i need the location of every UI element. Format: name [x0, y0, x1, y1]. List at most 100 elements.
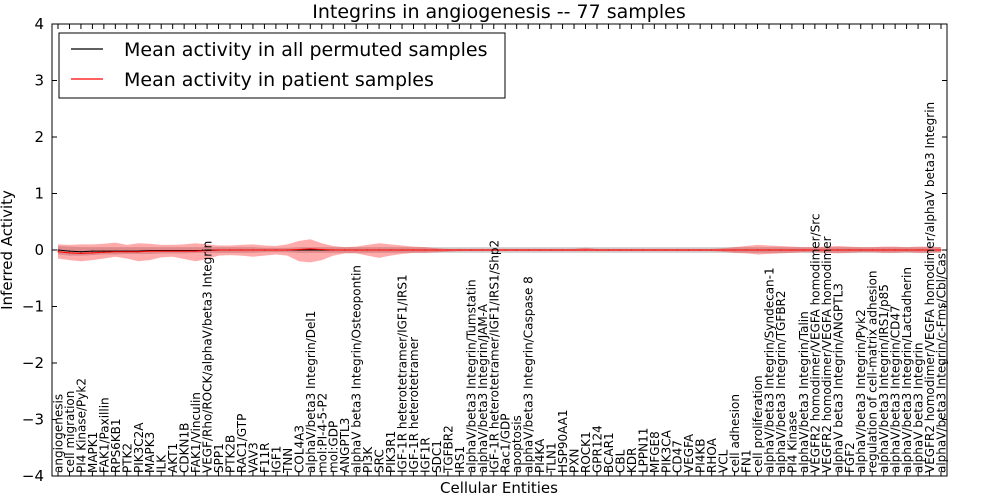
x-tick-label: alphaV beta3 Integrin/Osteopontin	[350, 265, 364, 473]
y-tick-label: 2	[34, 128, 44, 146]
data-point	[779, 249, 782, 251]
x-tick-label: Rac1/GDP	[499, 414, 513, 473]
data-point	[860, 249, 862, 251]
x-tick-label: FAK1/Vinculin	[189, 392, 203, 473]
x-tick-label: CD47	[671, 440, 685, 473]
x-tick-label: LPPN11	[636, 428, 650, 473]
data-point	[814, 249, 816, 251]
data-point	[447, 249, 449, 251]
data-point	[481, 249, 483, 251]
data-point	[68, 252, 71, 254]
data-point	[160, 250, 162, 252]
x-tick-label: PI4KA	[533, 438, 547, 473]
x-tick-label: alphaV/beta3 Integrin/Syndecan-1	[762, 267, 776, 473]
x-tick-label: ILK	[155, 454, 169, 473]
data-point	[940, 249, 942, 251]
x-tick-label: COL4A3	[292, 425, 306, 473]
data-point	[825, 249, 827, 251]
x-tick-label: apoptosis	[510, 415, 524, 473]
data-point	[745, 249, 747, 251]
data-point	[321, 248, 323, 251]
series-line-patient	[57, 248, 941, 254]
x-tick-label: alphaV/beta3 Integrin/Pyk2	[854, 309, 868, 473]
y-tick-label: 1	[34, 185, 44, 203]
data-point	[584, 249, 587, 251]
data-point	[619, 249, 621, 251]
x-tick-label: GPR124	[590, 425, 604, 473]
x-tick-label: F11R	[258, 442, 272, 473]
data-point	[149, 250, 151, 252]
data-point	[516, 249, 518, 251]
data-point	[596, 249, 598, 251]
data-point	[389, 249, 392, 251]
data-point	[573, 249, 575, 251]
x-tick-label: IGF-1R heterotetramer/IGF1/IRS1	[396, 274, 410, 473]
legend-label-patient: Mean activity in patient samples	[124, 69, 434, 91]
x-tick-label: PI4KB	[694, 438, 708, 473]
data-point	[676, 249, 678, 251]
x-tick-label: alphaV/beta3 Integrin/c-Fms/Cbl/Cas	[935, 253, 949, 473]
x-tick-label: RAC1/GTP	[235, 414, 249, 473]
data-point	[699, 249, 701, 251]
data-point	[252, 249, 254, 251]
chart-title: Integrins in angiogenesis -- 77 samples	[312, 1, 685, 23]
data-point	[928, 249, 931, 251]
data-point	[470, 249, 472, 251]
x-tick-label: IGF-1R heterotetramer/IGF1/IRS1/Shp2	[487, 240, 501, 473]
x-tick-label: alphaV beta3 Integrin/ANGPTL3	[831, 283, 845, 473]
data-point	[883, 249, 885, 251]
data-point	[711, 249, 713, 251]
activity-bands	[58, 239, 941, 263]
x-axis-label: Cellular Entities	[440, 479, 558, 497]
x-tick-label: PIK3R1	[384, 431, 398, 473]
data-point	[665, 249, 667, 251]
x-tick-label: ANGPTL3	[338, 418, 352, 473]
data-point	[183, 250, 185, 252]
data-point	[195, 250, 197, 252]
y-tick-label: −4	[22, 467, 44, 485]
x-tick-label: VEGFR2 homodimer/VEGFA homodimer/alphaV …	[923, 102, 937, 473]
data-point	[80, 252, 82, 254]
data-point	[424, 249, 426, 251]
x-tick-label: TGFBR2	[441, 425, 455, 474]
data-point	[286, 249, 288, 251]
y-axis: −4 −3 −2 −1 0 1 2 3 4	[22, 15, 947, 485]
data-point	[309, 249, 311, 251]
data-point	[309, 248, 311, 250]
x-tick-label: IGF-1R heterotetramer	[407, 337, 421, 473]
x-tick-label: VEGF/Rho/ROCK/alphaV/beta3 Integrin	[201, 241, 215, 473]
data-point	[561, 249, 564, 251]
data-point	[802, 249, 804, 251]
data-point	[688, 249, 690, 251]
x-tick-label: ROCK1	[579, 431, 593, 473]
x-tick-label: IGF1	[269, 446, 283, 473]
x-tick-label: PIK3CA	[659, 429, 673, 473]
data-point	[435, 249, 438, 251]
y-tick-label: −2	[22, 354, 44, 372]
x-tick-label: PIK3C2A	[132, 422, 146, 473]
x-tick-label: HSP90AA1	[556, 409, 570, 473]
data-point	[206, 249, 208, 252]
data-point	[493, 249, 495, 251]
data-point	[837, 249, 839, 251]
data-point	[80, 251, 82, 253]
y-tick-label: −3	[22, 411, 44, 429]
y-axis-label: Inferred Activity	[0, 190, 16, 310]
y-tick-label: 4	[34, 15, 44, 33]
x-tick-label: CBL	[613, 449, 627, 473]
data-point	[458, 249, 460, 251]
data-point	[229, 249, 231, 251]
data-point	[630, 249, 632, 251]
data-point	[756, 249, 759, 251]
x-tick-label: mol:GDP	[327, 421, 341, 473]
data-point	[539, 249, 541, 251]
x-tick-label: mol:PI-4-5-P2	[315, 393, 329, 473]
data-point	[126, 251, 128, 253]
x-tick-label: IRS1	[453, 446, 467, 473]
data-point	[103, 250, 105, 252]
data-point	[791, 249, 793, 251]
x-tick-label: cell proliferation	[751, 375, 765, 473]
x-tick-label: SDC1	[430, 440, 444, 473]
data-point	[57, 249, 59, 251]
